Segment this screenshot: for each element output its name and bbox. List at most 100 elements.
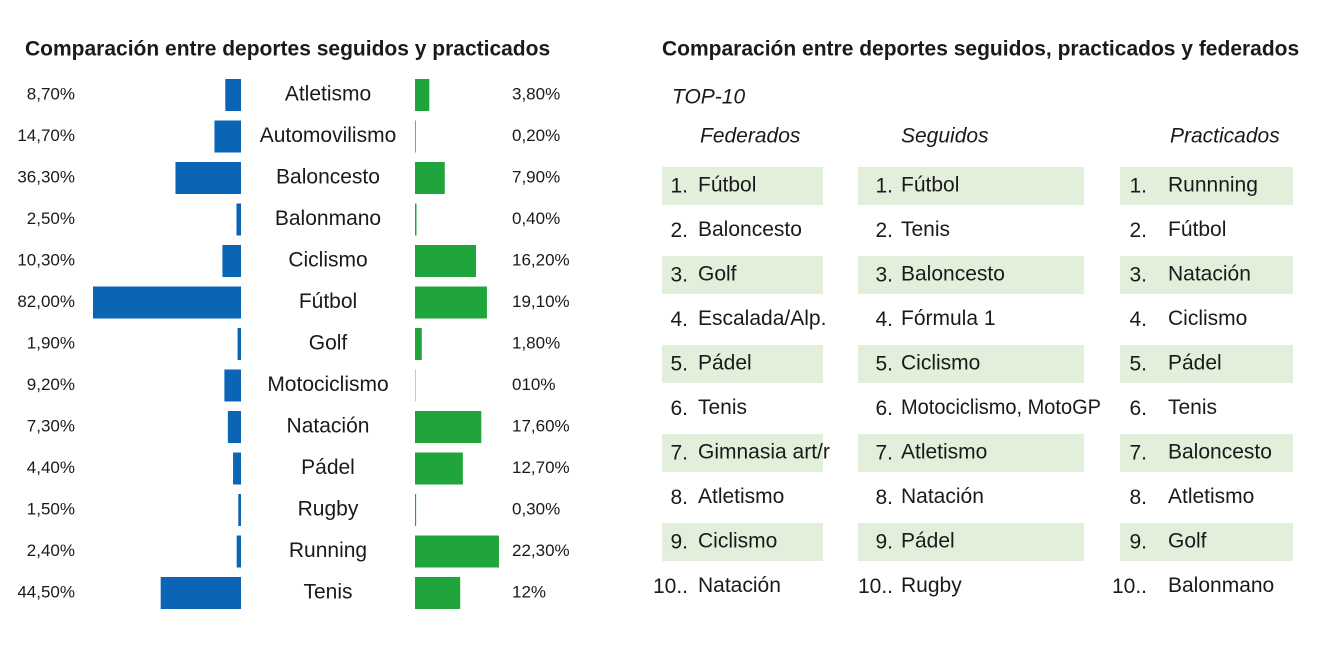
table-title: Comparación entre deportes seguidos, pra… — [662, 38, 1299, 61]
value-label: 7,90% — [512, 167, 560, 186]
bar — [93, 286, 241, 319]
rank: 3. — [670, 264, 688, 287]
value-label: 010% — [512, 375, 555, 394]
value-label: 2,50% — [27, 209, 75, 228]
row-shade — [662, 167, 823, 205]
value-label: 1,50% — [27, 499, 75, 518]
value-label: 1,80% — [512, 333, 560, 352]
rank: 4. — [1129, 308, 1147, 331]
list-item: Golf — [1168, 530, 1207, 553]
list-item: Atletismo — [901, 441, 987, 464]
list-item: Fútbol — [698, 174, 756, 197]
column-header: Seguidos — [901, 125, 989, 148]
bar — [238, 494, 241, 526]
rank: 7. — [670, 442, 688, 465]
category-label: Pádel — [301, 456, 355, 479]
column-header: Practicados — [1170, 125, 1280, 148]
row-shade — [1120, 523, 1293, 561]
rank: 9. — [1129, 531, 1147, 554]
category-label: Baloncesto — [276, 166, 380, 189]
bar — [415, 245, 477, 277]
value-label: 12% — [512, 582, 546, 601]
value-label: 44,50% — [17, 582, 75, 601]
bar — [415, 162, 445, 194]
bar — [214, 120, 241, 153]
bar — [415, 286, 487, 319]
bar — [237, 328, 241, 360]
category-label: Atletismo — [285, 83, 371, 106]
value-label: 4,40% — [27, 458, 75, 477]
bar — [415, 411, 482, 443]
value-label: 9,20% — [27, 375, 75, 394]
rank: 6. — [875, 397, 893, 420]
rank: 10.. — [1112, 575, 1147, 598]
list-item: Runnning — [1168, 174, 1258, 197]
value-label: 16,20% — [512, 250, 570, 269]
list-item: Gimnasia art/r — [698, 441, 830, 464]
rank: 8. — [1129, 486, 1147, 509]
value-label: 0,30% — [512, 499, 560, 518]
row-shade — [858, 345, 1084, 383]
category-label: Automovilismo — [260, 124, 397, 147]
rank: 7. — [1129, 442, 1147, 465]
rank: 3. — [875, 264, 893, 287]
category-label: Rugby — [298, 498, 359, 521]
list-item: Pádel — [698, 352, 752, 375]
bar — [236, 535, 241, 568]
row-shade — [662, 345, 823, 383]
list-item: Motociclismo, MotoGP — [901, 396, 1101, 419]
list-item: Ciclismo — [698, 530, 777, 553]
list-item: Ciclismo — [901, 352, 980, 375]
rank: 9. — [670, 531, 688, 554]
rank: 1. — [1129, 175, 1147, 198]
rank: 7. — [875, 442, 893, 465]
rank: 5. — [1129, 353, 1147, 376]
bar — [415, 535, 499, 568]
rank: 1. — [875, 175, 893, 198]
value-label: 36,30% — [17, 167, 75, 186]
bar — [160, 577, 241, 609]
bar — [415, 328, 422, 360]
list-item: Pádel — [1168, 352, 1222, 375]
bar — [415, 494, 417, 526]
bar — [415, 452, 463, 485]
row-shade — [858, 167, 1084, 205]
value-label: 14,70% — [17, 126, 75, 145]
category-label: Fútbol — [299, 290, 357, 313]
rank: 5. — [875, 353, 893, 376]
list-item: Tenis — [1168, 396, 1217, 419]
list-item: Natación — [1168, 263, 1251, 286]
rank: 8. — [670, 486, 688, 509]
row-shade — [1120, 345, 1293, 383]
row-shade — [858, 523, 1084, 561]
row-shade — [662, 434, 823, 472]
value-label: 0,40% — [512, 209, 560, 228]
row-shade — [662, 256, 823, 294]
bar — [222, 245, 241, 277]
rank: 6. — [670, 397, 688, 420]
list-item: Natación — [901, 485, 984, 508]
list-item: Pádel — [901, 530, 955, 553]
value-label: 3,80% — [512, 84, 560, 103]
row-shade — [1120, 434, 1293, 472]
list-item: Fútbol — [901, 174, 959, 197]
rank: 3. — [1129, 264, 1147, 287]
row-shade — [1120, 167, 1293, 205]
value-label: 0,20% — [512, 126, 560, 145]
rank: 4. — [670, 308, 688, 331]
bar — [227, 411, 241, 443]
list-item: Balonmano — [1168, 574, 1274, 597]
rank: 4. — [875, 308, 893, 331]
rank: 2. — [670, 219, 688, 242]
list-item: Baloncesto — [901, 263, 1005, 286]
rank: 2. — [875, 219, 893, 242]
bar — [415, 577, 461, 609]
value-label: 10,30% — [17, 250, 75, 269]
category-label: Motociclismo — [267, 373, 388, 396]
list-item: Fútbol — [1168, 218, 1226, 241]
category-label: Running — [289, 539, 367, 562]
rank: 1. — [670, 175, 688, 198]
category-label: Golf — [309, 332, 348, 355]
list-item: Baloncesto — [698, 218, 802, 241]
rank: 10.. — [653, 575, 688, 598]
